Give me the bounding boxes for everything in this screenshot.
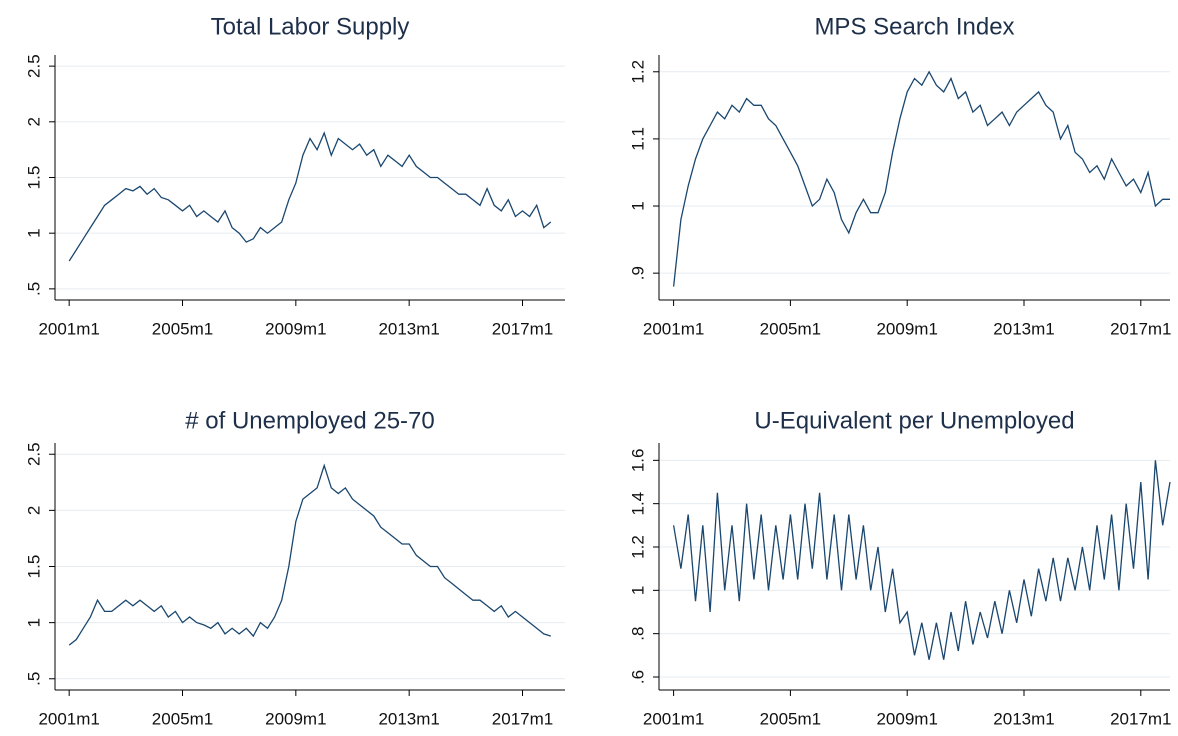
data-line	[68, 463, 551, 646]
x-tick-label: 2017m1	[492, 319, 553, 338]
chart-title: MPS Search Index	[814, 13, 1014, 40]
y-tick-label: .5	[24, 282, 43, 296]
data-line	[672, 70, 1170, 287]
x-tick-label: 2017m1	[492, 709, 553, 728]
y-tick-label: 1.6	[628, 449, 647, 473]
y-tick-label: 1	[24, 228, 43, 237]
chart-title: Total Labor Supply	[211, 13, 410, 40]
y-tick-label: .6	[628, 670, 647, 684]
y-tick-label: 1	[628, 586, 647, 595]
y-tick-label: 1.5	[24, 166, 43, 190]
y-tick-label: 2	[24, 117, 43, 126]
chart-title: # of Unemployed 25-70	[185, 407, 435, 434]
x-tick-label: 2013m1	[993, 319, 1054, 338]
y-tick-label: 2.5	[24, 54, 43, 78]
data-line	[672, 460, 1171, 660]
x-tick-label: 2013m1	[378, 319, 439, 338]
x-tick-label: 2001m1	[643, 319, 704, 338]
data-line	[68, 131, 552, 262]
x-tick-label: 2005m1	[760, 319, 821, 338]
y-tick-label: 2.5	[24, 442, 43, 466]
x-tick-label: 2005m1	[152, 709, 213, 728]
x-tick-label: 2001m1	[38, 319, 99, 338]
x-tick-label: 2017m1	[1110, 709, 1171, 728]
x-tick-label: 2013m1	[378, 709, 439, 728]
y-tick-label: .9	[628, 266, 647, 280]
y-tick-label: .5	[24, 672, 43, 686]
y-tick-label: 1	[24, 618, 43, 627]
y-tick-label: 2	[24, 506, 43, 515]
y-tick-label: 1.4	[628, 492, 647, 516]
y-tick-label: 1.5	[24, 555, 43, 579]
x-tick-label: 2009m1	[265, 319, 326, 338]
y-tick-label: 1.1	[628, 127, 647, 151]
y-tick-label: 1	[628, 201, 647, 210]
x-tick-label: 2013m1	[993, 709, 1054, 728]
x-tick-label: 2005m1	[760, 709, 821, 728]
x-tick-label: 2017m1	[1110, 319, 1171, 338]
x-tick-label: 2009m1	[876, 319, 937, 338]
x-tick-label: 2005m1	[152, 319, 213, 338]
y-tick-label: .8	[628, 627, 647, 641]
x-tick-label: 2009m1	[876, 709, 937, 728]
y-tick-label: 1.2	[628, 60, 647, 84]
x-tick-label: 2001m1	[643, 709, 704, 728]
x-tick-label: 2001m1	[38, 709, 99, 728]
chart-title: U-Equivalent per Unemployed	[754, 407, 1074, 434]
x-tick-label: 2009m1	[265, 709, 326, 728]
y-tick-label: 1.2	[628, 535, 647, 559]
